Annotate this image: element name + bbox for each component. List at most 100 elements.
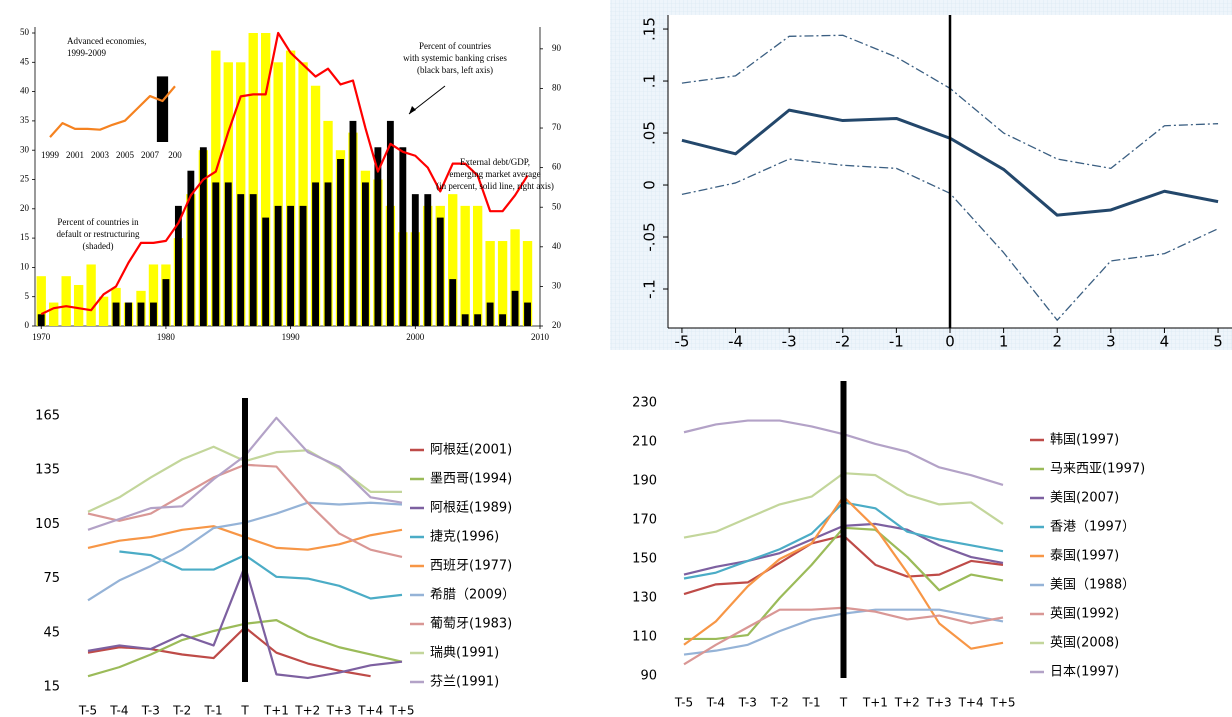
bar bbox=[261, 33, 271, 326]
bar bbox=[324, 182, 332, 326]
x-tick-label: 1970 bbox=[32, 332, 51, 342]
bar bbox=[472, 205, 483, 326]
bar bbox=[374, 147, 382, 326]
bar bbox=[262, 217, 270, 326]
x-tick-label: T bbox=[240, 704, 249, 717]
bar bbox=[499, 314, 507, 326]
y-tick-label: 25 bbox=[20, 174, 30, 184]
bar bbox=[511, 290, 519, 326]
x-tick-label: T+2 bbox=[894, 696, 920, 710]
y-tick-label: 50 bbox=[20, 27, 30, 37]
arrow-head bbox=[409, 106, 416, 114]
y-tick-label: 5 bbox=[25, 291, 30, 301]
y-tick-label: 130 bbox=[632, 591, 657, 606]
bar bbox=[349, 120, 357, 327]
y-tick-label: 30 bbox=[20, 144, 30, 154]
y-tick-label: 15 bbox=[43, 680, 60, 695]
y2-tick-label: 20 bbox=[552, 320, 562, 330]
series-annotation: emerging market average bbox=[449, 169, 540, 179]
bar bbox=[199, 147, 207, 326]
bar bbox=[174, 205, 182, 326]
x-tick-label: 2000 bbox=[406, 332, 425, 342]
bar bbox=[424, 194, 432, 326]
bar bbox=[460, 205, 470, 326]
series-annotation: External debt/GDP, bbox=[460, 157, 530, 167]
line bbox=[87, 626, 371, 678]
bar bbox=[411, 194, 419, 326]
y-tick-label: 45 bbox=[43, 625, 60, 640]
y2-tick-label: 40 bbox=[552, 241, 562, 251]
legend-label: 英国(1992) bbox=[1050, 607, 1119, 622]
y-tick-label: .15 bbox=[641, 17, 659, 41]
y-tick-label: 230 bbox=[632, 396, 657, 411]
x-tick-label: T-5 bbox=[78, 704, 97, 717]
bar bbox=[98, 296, 109, 326]
line bbox=[119, 550, 403, 600]
y-tick-label: .1 bbox=[641, 74, 659, 88]
legend-label: 美国(2007) bbox=[1050, 491, 1119, 506]
x-tick-label: T+1 bbox=[263, 704, 289, 717]
y2-tick-label: 90 bbox=[552, 43, 562, 53]
x-tick-label: T-1 bbox=[801, 696, 820, 710]
x-tick-label: T-1 bbox=[203, 704, 222, 717]
inset-title: 1999-2009 bbox=[67, 48, 106, 58]
y-tick-label: -.1 bbox=[641, 279, 659, 299]
legend-label: 日本(1997) bbox=[1050, 665, 1119, 680]
bar bbox=[486, 302, 494, 326]
bar bbox=[249, 194, 257, 326]
x-tick-label: T+1 bbox=[862, 696, 888, 710]
y-tick-label: 10 bbox=[20, 261, 30, 271]
y-tick-label: 20 bbox=[20, 203, 30, 213]
x-tick-label: 3 bbox=[1106, 333, 1116, 351]
bar bbox=[187, 170, 195, 326]
y-tick-label: 190 bbox=[632, 474, 657, 489]
y-tick-label: 150 bbox=[632, 552, 657, 567]
x-tick-label: T-2 bbox=[770, 696, 789, 710]
x-tick-label: -2 bbox=[835, 333, 850, 351]
bar bbox=[337, 158, 344, 326]
line bbox=[40, 31, 529, 316]
bar bbox=[273, 62, 283, 327]
series-annotation: Percent of countries bbox=[419, 41, 491, 51]
bar bbox=[285, 50, 296, 326]
bar bbox=[36, 276, 46, 326]
y2-tick-label: 60 bbox=[552, 162, 562, 172]
line bbox=[49, 85, 176, 138]
x-tick-label: 5 bbox=[1213, 333, 1223, 351]
legend-label: 阿根廷(1989) bbox=[430, 501, 512, 516]
bar bbox=[274, 205, 282, 326]
y-tick-label: 40 bbox=[20, 86, 30, 96]
x-tick-label: 1990 bbox=[282, 332, 301, 342]
x-tick-label: -1 bbox=[889, 333, 904, 351]
bar bbox=[497, 241, 508, 326]
y-tick-label: 210 bbox=[632, 435, 657, 450]
bar bbox=[61, 276, 71, 326]
bar bbox=[49, 302, 59, 326]
x-tick-label: T-2 bbox=[172, 704, 191, 717]
bar bbox=[449, 279, 457, 326]
bar bbox=[150, 302, 157, 326]
y-tick-label: 90 bbox=[640, 669, 657, 684]
legend-label: 香港（1997） bbox=[1050, 520, 1135, 535]
y-tick-label: 110 bbox=[632, 630, 657, 645]
y2-tick-label: 30 bbox=[552, 280, 562, 290]
bar bbox=[73, 284, 84, 326]
y-tick-label: 135 bbox=[35, 463, 60, 478]
x-tick-label: T+4 bbox=[357, 704, 383, 717]
x-tick-label: 1980 bbox=[157, 332, 176, 342]
legend-label: 泰国(1997) bbox=[1050, 549, 1119, 564]
x-tick-label: -4 bbox=[728, 333, 743, 351]
legend-label: 西班牙(1977) bbox=[430, 559, 512, 574]
series-annotation: default or restructuring bbox=[57, 229, 140, 239]
series-annotation: (in percent, solid line, right axis) bbox=[436, 181, 554, 191]
bar bbox=[137, 302, 145, 326]
y-tick-label: 15 bbox=[20, 232, 30, 242]
x-tick-label: -5 bbox=[674, 333, 689, 351]
series-annotation: with systemic banking crises bbox=[403, 53, 507, 63]
y2-tick-label: 80 bbox=[552, 82, 562, 92]
series-annotation: Percent of countries in bbox=[57, 217, 139, 227]
bar bbox=[312, 182, 319, 326]
x-tick-label: T+3 bbox=[926, 696, 952, 710]
bar bbox=[224, 182, 232, 326]
